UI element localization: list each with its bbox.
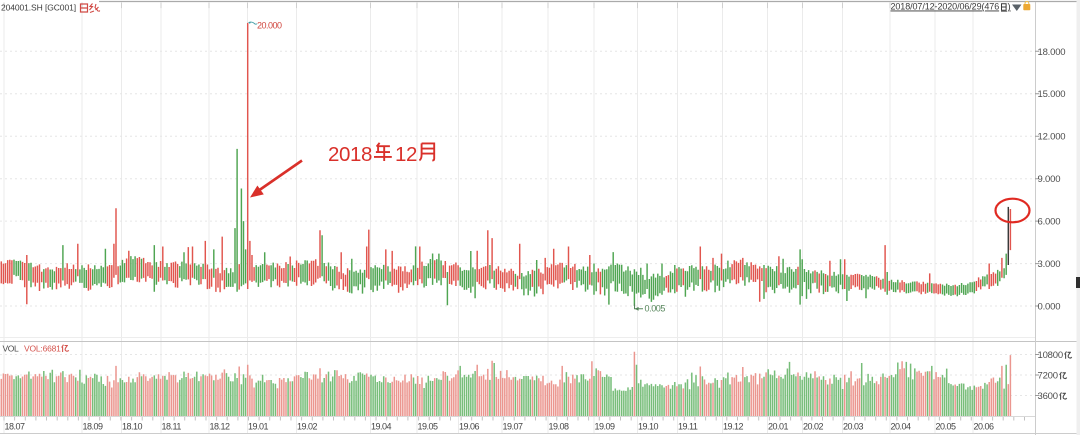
svg-text:19.07: 19.07 <box>503 422 524 432</box>
svg-text:20.02: 20.02 <box>803 422 824 432</box>
svg-text:19.06: 19.06 <box>459 422 480 432</box>
svg-text:18.10: 18.10 <box>122 422 143 432</box>
svg-text:18.11: 18.11 <box>162 422 182 432</box>
svg-text:19.02: 19.02 <box>297 422 318 432</box>
svg-text:): ) <box>1008 2 1011 13</box>
svg-text:12: 12 <box>395 143 417 166</box>
svg-text:18.12: 18.12 <box>210 422 231 432</box>
svg-text:6.000: 6.000 <box>1038 217 1061 228</box>
svg-text:20.000: 20.000 <box>257 20 282 30</box>
svg-text:3600: 3600 <box>1038 391 1058 402</box>
svg-text:20.03: 20.03 <box>843 422 864 432</box>
svg-text:12.000: 12.000 <box>1038 132 1066 143</box>
svg-text:20.06: 20.06 <box>974 422 995 432</box>
svg-text:7200: 7200 <box>1038 371 1058 382</box>
svg-text:19.05: 19.05 <box>418 422 439 432</box>
svg-text:2018: 2018 <box>328 143 372 166</box>
svg-text:19.01: 19.01 <box>248 422 269 432</box>
svg-text:20.04: 20.04 <box>891 422 912 432</box>
svg-text:3.000: 3.000 <box>1038 259 1061 270</box>
svg-text:19.12: 19.12 <box>723 422 744 432</box>
svg-text:18.07: 18.07 <box>5 422 26 432</box>
svg-text:[GC001]: [GC001] <box>45 3 76 13</box>
svg-text:VOL:6681: VOL:6681 <box>24 344 61 354</box>
svg-text:10800: 10800 <box>1038 350 1063 361</box>
svg-text:18.000: 18.000 <box>1038 47 1066 58</box>
svg-text:15.000: 15.000 <box>1038 89 1066 100</box>
svg-text:19.11: 19.11 <box>678 422 698 432</box>
svg-text:18.09: 18.09 <box>83 422 104 432</box>
svg-text:0.000: 0.000 <box>1038 302 1061 313</box>
svg-text:9.000: 9.000 <box>1038 174 1061 185</box>
svg-text:0.005: 0.005 <box>645 303 666 313</box>
svg-text:19.10: 19.10 <box>638 422 659 432</box>
svg-text:19.09: 19.09 <box>595 422 616 432</box>
svg-text:19.04: 19.04 <box>371 422 392 432</box>
svg-text:19.08: 19.08 <box>549 422 570 432</box>
svg-text:20.01: 20.01 <box>768 422 789 432</box>
svg-text:204001.SH: 204001.SH <box>1 3 43 13</box>
svg-text:20.05: 20.05 <box>936 422 957 432</box>
svg-text:2018/07/12-2020/06/29(476: 2018/07/12-2020/06/29(476 <box>891 2 1000 12</box>
svg-text:VOL: VOL <box>3 344 19 354</box>
